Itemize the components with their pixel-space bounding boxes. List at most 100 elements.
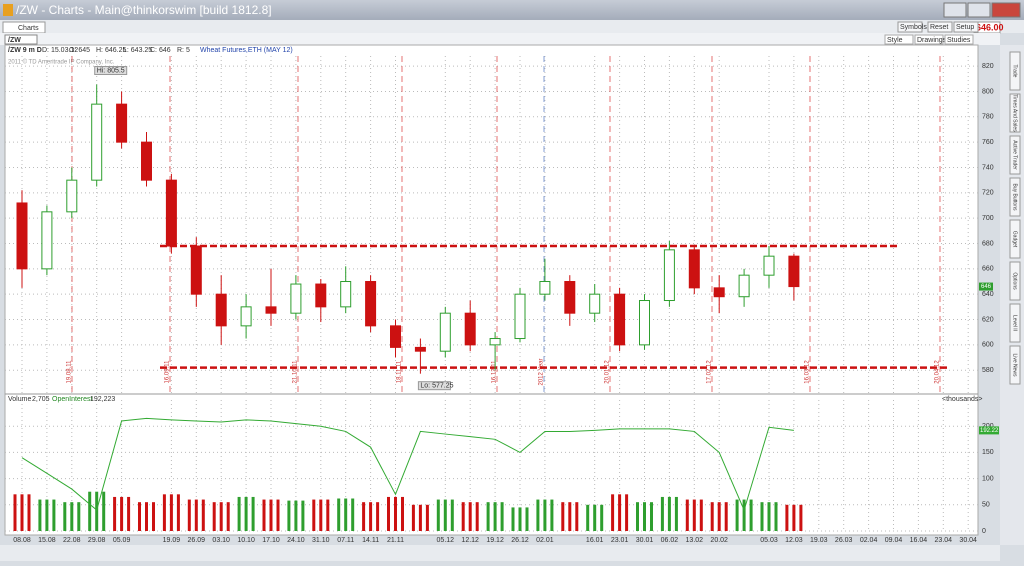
- sidebar-tab[interactable]: [1009, 93, 1021, 133]
- y-tick-label: 640: [982, 291, 994, 298]
- last-price-label: 646: [981, 284, 992, 290]
- sidebar-tab[interactable]: [1009, 51, 1021, 91]
- x-tick-label: 30.01: [636, 537, 654, 544]
- x-tick-label: 09.04: [885, 537, 903, 544]
- x-tick-label: 19.09: [163, 537, 181, 544]
- expiry-label: 20.04.12: [935, 360, 941, 384]
- x-tick-label: 08.08: [13, 537, 31, 544]
- volume-bar: [194, 499, 198, 531]
- volume-bar: [699, 499, 703, 531]
- annotation-box: [94, 66, 128, 76]
- y-tick-label: 700: [982, 215, 994, 222]
- button-label: Symbols: [900, 24, 927, 31]
- volume-bar: [226, 502, 230, 531]
- volume-bar: [176, 494, 180, 531]
- tool-button[interactable]: [914, 34, 944, 45]
- maximize[interactable]: [967, 2, 991, 18]
- expiry-label: 2012 Year: [539, 358, 545, 385]
- volume-bar: [767, 502, 771, 531]
- y-tick-label: 800: [982, 88, 994, 95]
- expiry-label: 16.03.12: [805, 360, 811, 384]
- candle-body: [439, 312, 451, 352]
- candle-body: [215, 293, 227, 327]
- volume-bar: [52, 499, 56, 531]
- volume-bar: [95, 491, 99, 531]
- symbol: /ZW: [8, 37, 21, 44]
- y-tick-label: 600: [982, 342, 994, 349]
- tool-button[interactable]: [884, 34, 914, 45]
- volume-bar: [187, 499, 191, 531]
- button[interactable]: [953, 21, 979, 33]
- volume-bar: [643, 502, 646, 531]
- sidebar-tab[interactable]: [1009, 219, 1021, 259]
- volume-bar: [667, 496, 671, 531]
- symbol-box[interactable]: [4, 34, 38, 45]
- button[interactable]: [927, 21, 953, 33]
- volume-bar: [20, 494, 24, 531]
- candle-body: [763, 255, 775, 276]
- volume-bar: [38, 499, 42, 531]
- volume-bar: [611, 494, 615, 531]
- volume-bar: [394, 496, 397, 531]
- price-display: 646.00: [976, 22, 1004, 32]
- expiry-label: 18.11.11: [397, 360, 403, 383]
- volume-bar: [550, 499, 554, 531]
- volume-bar: [461, 502, 465, 531]
- last-tag: [979, 426, 999, 435]
- x-tick-label: 02.04: [860, 537, 878, 544]
- copyright: 2011 © TD Ameritrade IP Company, Inc.: [8, 59, 115, 66]
- y-tick-label: 580: [982, 367, 994, 374]
- volume-bar: [294, 500, 298, 531]
- volume-bar: [724, 502, 728, 531]
- volume-bar: [418, 504, 422, 531]
- button-label: Setup: [956, 24, 974, 31]
- volume-bar: [102, 491, 106, 531]
- volume-bar: [625, 494, 629, 531]
- volume-bar: [575, 502, 579, 531]
- candle-body: [290, 283, 302, 314]
- x-tick-label: 26.12: [511, 537, 529, 544]
- x-tick-label: 31.10: [312, 537, 330, 544]
- volume-bar: [586, 504, 590, 531]
- candle-body: [91, 103, 103, 181]
- volume-bar: [326, 499, 330, 531]
- sidebar-tab[interactable]: [1009, 303, 1021, 343]
- minimize[interactable]: [943, 2, 967, 18]
- volume-bar: [401, 496, 404, 531]
- button[interactable]: [897, 21, 923, 33]
- open-interest-line: [21, 417, 794, 512]
- sidebar-label: Trade: [1012, 65, 1018, 78]
- x-tick-label: 05.12: [437, 537, 455, 544]
- y-tick-label: 720: [982, 190, 994, 197]
- close[interactable]: [991, 2, 1021, 18]
- volume-bar: [237, 496, 241, 531]
- header-field: C: 646: [150, 47, 171, 54]
- x-tick-label: 10.10: [237, 537, 255, 544]
- sidebar-tab[interactable]: [1009, 261, 1021, 301]
- volume-bar: [45, 499, 49, 531]
- x-tick-label: 16.04: [910, 537, 928, 544]
- volume-bar: [493, 502, 497, 531]
- volume-bar: [425, 504, 429, 531]
- volume-bar: [511, 507, 515, 531]
- x-tick-label: 17.10: [262, 537, 280, 544]
- y-tick-label: 760: [982, 139, 994, 146]
- volume-bar: [735, 499, 739, 531]
- x-tick-label: 26.03: [835, 537, 853, 544]
- sidebar-tab[interactable]: [1009, 135, 1021, 175]
- candle-body: [141, 141, 152, 181]
- candle-body: [688, 249, 700, 289]
- x-tick-label: 30.04: [959, 537, 977, 544]
- tool-label: Drawings: [917, 37, 947, 44]
- toolbar: [0, 33, 1000, 45]
- sidebar-tab[interactable]: [1009, 345, 1021, 385]
- volume-bar: [568, 502, 572, 531]
- volume-bar: [362, 502, 366, 531]
- volume-bar: [792, 504, 796, 531]
- x-tick-label: 19.12: [486, 537, 504, 544]
- sidebar-tab[interactable]: [1009, 177, 1021, 217]
- volume-bar: [251, 496, 255, 531]
- x-tick-label: 21.11: [387, 537, 404, 544]
- tool-button[interactable]: [944, 34, 974, 45]
- candle-body: [116, 103, 128, 143]
